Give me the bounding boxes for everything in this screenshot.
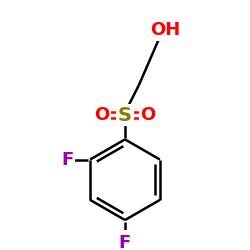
Text: O: O [94,106,110,124]
Text: O: O [140,106,156,124]
Text: F: F [61,150,74,168]
Text: OH: OH [150,21,180,39]
Text: F: F [119,234,131,250]
Text: S: S [118,106,132,125]
